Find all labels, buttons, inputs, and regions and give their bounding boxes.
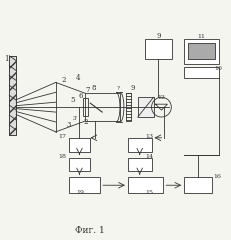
Bar	[184, 177, 212, 193]
Text: 1: 1	[4, 55, 9, 63]
Bar	[83, 98, 88, 116]
Bar	[138, 97, 154, 117]
Text: 3': 3'	[73, 115, 78, 120]
Text: 13: 13	[146, 134, 154, 139]
Bar	[126, 93, 131, 121]
Text: Фиг. 1: Фиг. 1	[76, 226, 105, 235]
Bar	[128, 177, 163, 193]
Text: 6: 6	[78, 92, 83, 100]
Bar	[69, 138, 90, 152]
Text: 18: 18	[59, 154, 67, 159]
Bar	[128, 138, 152, 152]
Text: 17: 17	[59, 134, 67, 139]
Text: 2: 2	[83, 118, 88, 126]
Text: 8: 8	[91, 84, 96, 92]
Text: ?: ?	[116, 86, 119, 91]
Text: 4: 4	[76, 74, 81, 83]
Text: 15: 15	[146, 190, 154, 195]
Bar	[85, 93, 120, 121]
Text: 5: 5	[70, 96, 75, 104]
Text: 2: 2	[61, 77, 66, 84]
Bar	[184, 67, 219, 78]
Text: 16: 16	[213, 174, 221, 179]
Bar	[69, 177, 100, 193]
Text: 9: 9	[131, 84, 135, 92]
Text: 11: 11	[197, 35, 205, 39]
Text: 12: 12	[158, 95, 165, 100]
Text: 10: 10	[215, 66, 223, 71]
Text: 9: 9	[156, 32, 161, 40]
Bar	[9, 56, 16, 135]
Bar	[9, 56, 16, 135]
Bar	[188, 43, 215, 59]
Text: 14: 14	[146, 154, 154, 159]
Bar	[145, 39, 172, 59]
Bar	[184, 39, 219, 64]
Text: 19: 19	[76, 190, 84, 195]
Text: 7: 7	[85, 86, 90, 94]
Text: 3: 3	[66, 121, 71, 129]
Bar	[69, 158, 90, 171]
Bar	[128, 158, 152, 171]
